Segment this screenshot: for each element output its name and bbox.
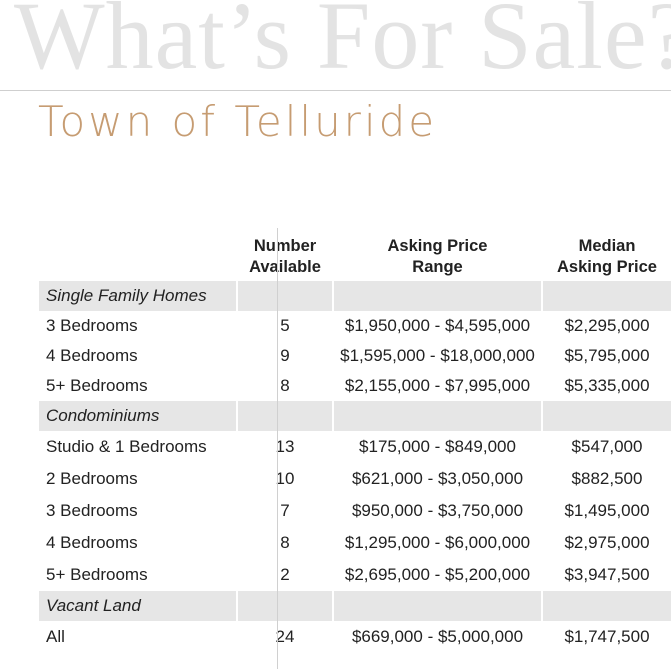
section-label: Vacant Land <box>39 591 237 621</box>
table-row: 5+ Bedrooms 2 $2,695,000 - $5,200,000 $3,94… <box>39 559 671 591</box>
header-line: Available <box>249 258 321 276</box>
median-cell: $1,495,000 <box>541 495 671 527</box>
section-label: Condominiums <box>39 401 237 431</box>
column-divider <box>277 228 278 669</box>
section-row: Vacant Land <box>39 591 671 621</box>
section-cell <box>541 281 671 311</box>
header-line: Asking Price <box>557 258 657 276</box>
title-divider <box>0 90 671 91</box>
table-row: 3 Bedrooms 5 $1,950,000 - $4,595,000 $2,295… <box>39 311 671 341</box>
median-cell: $547,000 <box>541 431 671 463</box>
number-cell: 24 <box>236 621 333 653</box>
listings-table: Number Available Asking Price Range Median… <box>39 228 671 653</box>
header-line: Range <box>412 258 463 276</box>
number-cell: 8 <box>236 371 333 401</box>
type-cell: 5+ Bedrooms <box>46 376 148 395</box>
section-cell <box>541 401 671 431</box>
range-cell: $621,000 - $3,050,000 <box>332 463 542 495</box>
range-cell: $175,000 - $849,000 <box>332 431 542 463</box>
number-cell: 2 <box>236 559 333 591</box>
header-asking-price-range: Asking Price Range <box>332 228 542 281</box>
section-label: Single Family Homes <box>39 281 237 311</box>
range-cell: $669,000 - $5,000,000 <box>332 621 542 653</box>
median-cell: $1,747,500 <box>541 621 671 653</box>
type-cell: Studio & 1 Bedrooms <box>46 437 207 456</box>
type-cell: 4 Bedrooms <box>46 533 138 552</box>
table-row: All 24 $669,000 - $5,000,000 $1,747,500 <box>39 621 671 653</box>
header-line: Median <box>578 237 636 255</box>
header-median-asking-price: Median Asking Price <box>541 228 671 281</box>
range-cell: $950,000 - $3,750,000 <box>332 495 542 527</box>
number-cell: 13 <box>236 431 333 463</box>
page-subtitle: Town of Telluride <box>38 97 438 146</box>
range-cell: $1,950,000 - $4,595,000 <box>332 311 542 341</box>
section-row: Condominiums <box>39 401 671 431</box>
number-cell: 7 <box>236 495 333 527</box>
median-cell: $5,795,000 <box>541 341 671 371</box>
type-cell: 5+ Bedrooms <box>46 565 148 584</box>
section-cell <box>332 281 542 311</box>
table-row: 4 Bedrooms 9 $1,595,000 - $18,000,000 $5,79… <box>39 341 671 371</box>
table-row: 5+ Bedrooms 8 $2,155,000 - $7,995,000 $5,33… <box>39 371 671 401</box>
header-line: Number <box>253 237 317 255</box>
type-cell: 3 Bedrooms <box>46 316 138 335</box>
range-cell: $2,695,000 - $5,200,000 <box>332 559 542 591</box>
table-row: 2 Bedrooms 10 $621,000 - $3,050,000 $882,50… <box>39 463 671 495</box>
header-line: Asking Price <box>387 237 488 255</box>
section-cell <box>332 401 542 431</box>
section-cell <box>236 401 333 431</box>
number-cell: 8 <box>236 527 333 559</box>
header-type <box>39 228 237 281</box>
section-cell <box>236 591 333 621</box>
number-cell: 9 <box>236 341 333 371</box>
table-row: 3 Bedrooms 7 $950,000 - $3,750,000 $1,495,0… <box>39 495 671 527</box>
table-row: Studio & 1 Bedrooms 13 $175,000 - $849,000… <box>39 431 671 463</box>
range-cell: $1,595,000 - $18,000,000 <box>332 341 542 371</box>
section-cell <box>332 591 542 621</box>
range-cell: $2,155,000 - $7,995,000 <box>332 371 542 401</box>
number-cell: 5 <box>236 311 333 341</box>
table-header-row: Number Available Asking Price Range Median… <box>39 228 671 281</box>
median-cell: $5,335,000 <box>541 371 671 401</box>
section-cell <box>541 591 671 621</box>
table-row: 4 Bedrooms 8 $1,295,000 - $6,000,000 $2,975… <box>39 527 671 559</box>
median-cell: $2,295,000 <box>541 311 671 341</box>
type-cell: 3 Bedrooms <box>46 501 138 520</box>
type-cell: All <box>46 627 65 646</box>
page-title: What’s For Sale? <box>14 0 671 89</box>
range-cell: $1,295,000 - $6,000,000 <box>332 527 542 559</box>
header-number-available: Number Available <box>236 228 333 281</box>
type-cell: 2 Bedrooms <box>46 469 138 488</box>
section-row: Single Family Homes <box>39 281 671 311</box>
number-cell: 10 <box>236 463 333 495</box>
section-cell <box>236 281 333 311</box>
median-cell: $2,975,000 <box>541 527 671 559</box>
median-cell: $882,500 <box>541 463 671 495</box>
type-cell: 4 Bedrooms <box>46 346 138 365</box>
median-cell: $3,947,500 <box>541 559 671 591</box>
